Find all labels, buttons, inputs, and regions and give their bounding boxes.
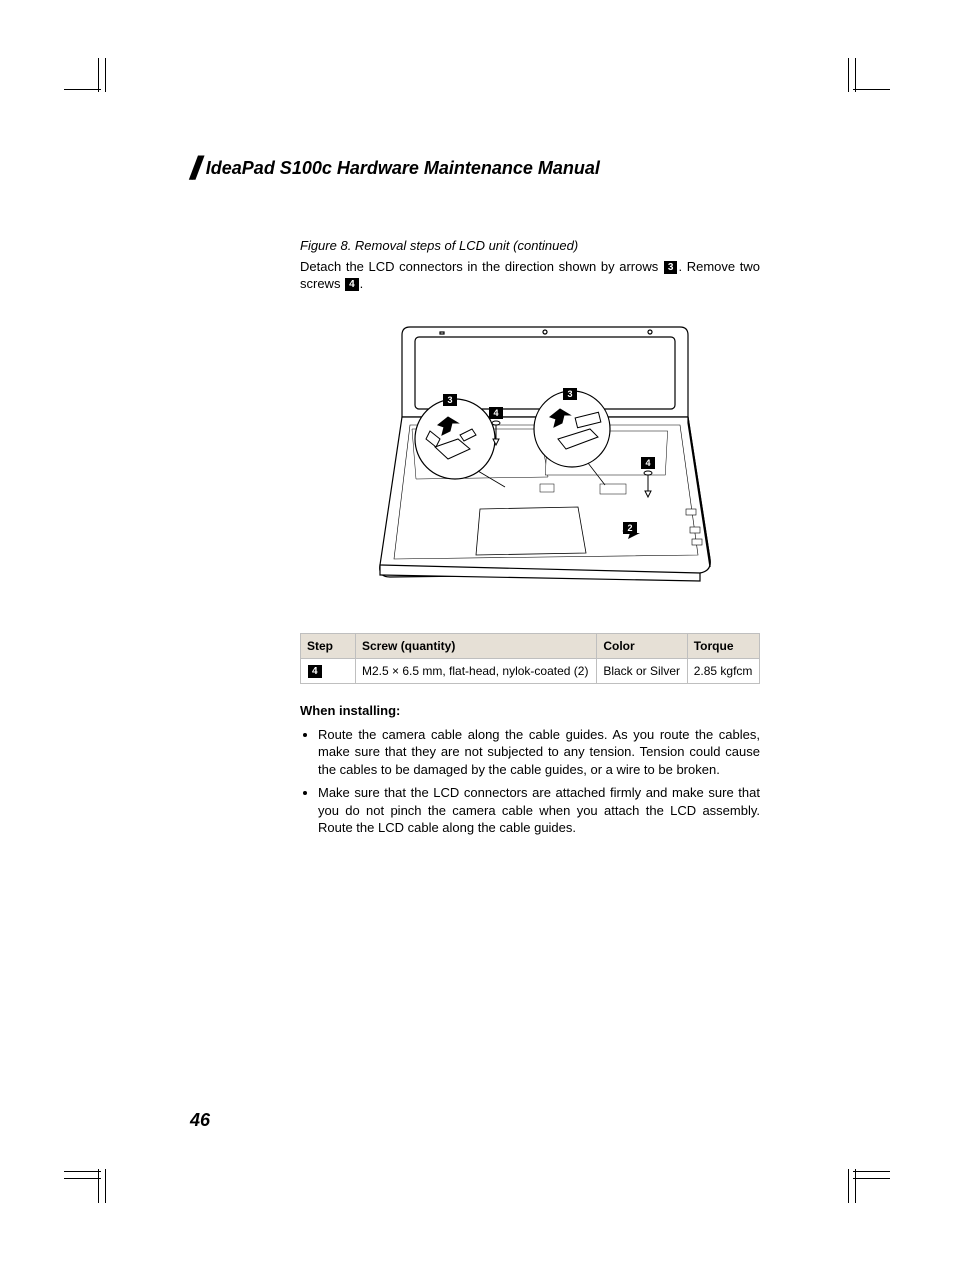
instruction-text: Detach the LCD connectors in the directi… [300,258,760,293]
logo-icon: // [190,150,196,187]
callout-4-table: 4 [308,665,322,678]
th-color: Color [597,633,687,658]
page-number: 46 [190,1110,210,1131]
crop-mark [855,1169,856,1203]
th-torque: Torque [687,633,759,658]
install-list: Route the camera cable along the cable g… [300,726,760,837]
svg-text:3: 3 [447,395,452,405]
crop-mark [848,1169,849,1203]
lcd-removal-diagram: 3 4 3 4 2 [340,309,720,609]
td-step: 4 [301,658,356,683]
instruction-pre: Detach the LCD connectors in the directi… [300,259,663,274]
diagram-svg: 3 4 3 4 2 [340,309,720,609]
th-screw: Screw (quantity) [356,633,597,658]
svg-text:2: 2 [627,523,632,533]
page-content: // IdeaPad S100c Hardware Maintenance Ma… [190,150,770,843]
td-color: Black or Silver [597,658,687,683]
svg-text:4: 4 [493,408,498,418]
crop-mark [98,58,99,92]
svg-text:4: 4 [645,458,650,468]
crop-mark [855,58,856,92]
page-header-row: // IdeaPad S100c Hardware Maintenance Ma… [190,150,770,187]
crop-mark [64,89,101,90]
body-block: Figure 8. Removal steps of LCD unit (con… [300,237,760,837]
figure-caption: Figure 8. Removal steps of LCD unit (con… [300,237,760,255]
crop-mark [853,1171,890,1172]
table-header-row: Step Screw (quantity) Color Torque [301,633,760,658]
crop-mark [848,58,849,92]
callout-3-inline: 3 [664,261,678,274]
td-torque: 2.85 kgfcm [687,658,759,683]
table-row: 4 M2.5 × 6.5 mm, flat-head, nylok-coated… [301,658,760,683]
page-title: IdeaPad S100c Hardware Maintenance Manua… [206,158,600,179]
svg-text:3: 3 [567,389,572,399]
crop-mark [105,1169,106,1203]
callout-4-inline: 4 [345,278,359,291]
instruction-post: . [360,276,364,291]
th-step: Step [301,633,356,658]
crop-mark [64,1171,101,1172]
screw-table: Step Screw (quantity) Color Torque 4 M2.… [300,633,760,684]
list-item: Make sure that the LCD connectors are at… [318,784,760,837]
list-item: Route the camera cable along the cable g… [318,726,760,779]
td-screw: M2.5 × 6.5 mm, flat-head, nylok-coated (… [356,658,597,683]
crop-mark [98,1169,99,1203]
crop-mark [64,1178,101,1179]
crop-mark [853,1178,890,1179]
install-heading: When installing: [300,702,760,720]
crop-mark [105,58,106,92]
crop-mark [853,89,890,90]
